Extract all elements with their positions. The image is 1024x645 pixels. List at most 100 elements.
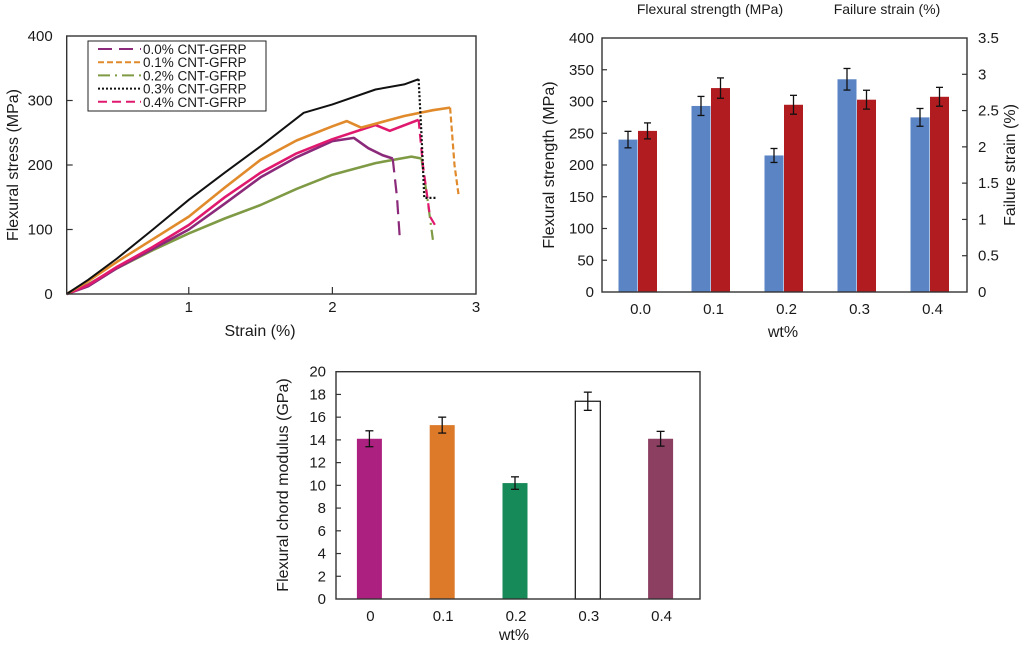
x-tick-label: 0.3: [849, 301, 870, 318]
error-bar: [438, 416, 447, 434]
x-tick-label: 3: [472, 299, 480, 316]
y-tick-label-left: 400: [569, 30, 594, 47]
y-tick-label: 0: [44, 286, 52, 303]
x-tick-label: 0: [366, 608, 374, 625]
series-lines: [66, 78, 460, 296]
axis-ticks: 0 50 100 150 200 250 300 350 400 0 0.5 1 1.5 2 2.5 3 3.5…: [569, 30, 999, 318]
y-tick-label: 20: [309, 364, 326, 381]
error-bar: [863, 89, 870, 110]
bar-strength: [691, 105, 711, 292]
error-bar: [843, 67, 851, 91]
y-tick-label: 10: [309, 477, 326, 494]
bar: [356, 438, 382, 599]
y-axis-label: Flexural chord modulus (GPa): [275, 378, 292, 591]
y-axis-label-left: Flexural strength (MPa): [541, 81, 558, 248]
series-failure-drop: [420, 158, 434, 240]
x-tick-label: 1: [185, 299, 193, 316]
strength-strain-chart: Flexural strength (MPa) Failure strain (…: [541, 1, 1019, 341]
y-tick-label-left: 50: [577, 252, 594, 269]
axis-ticks: 0 2 4 6 8 10 12 14 16 18 20 0 0.1 0.2 0.3 0.4: [309, 364, 672, 625]
x-tick-label: 0.2: [776, 301, 797, 318]
error-bar: [656, 430, 665, 447]
y-tick-label: 100: [28, 222, 53, 239]
legend-label: 0.3% CNT-GFRP: [143, 82, 247, 97]
error-bar: [644, 122, 651, 140]
y-tick-label: 16: [309, 409, 326, 426]
chord-modulus-chart: 0 2 4 6 8 10 12 14 16 18 20 0 0.1 0.2 0.3 0.4 wt% Flexu…: [275, 364, 701, 644]
y-tick-label: 300: [28, 93, 53, 110]
y-tick-label-left: 0: [586, 284, 594, 301]
y-tick-label: 18: [309, 386, 326, 403]
error-bar: [697, 95, 705, 117]
y-tick-label: 12: [309, 455, 326, 472]
y-axis-label-right: Failure strain (%): [1002, 104, 1019, 226]
y-tick-label-right: 1.5: [978, 175, 999, 192]
y-tick-label-left: 200: [569, 157, 594, 174]
x-tick-label: 0.1: [703, 301, 724, 318]
y-tick-label-right: 1: [978, 211, 986, 228]
bar: [502, 483, 528, 599]
bar-strain: [930, 96, 949, 292]
y-tick-label: 400: [28, 28, 53, 45]
bar: [648, 438, 674, 599]
error-bar: [916, 107, 924, 127]
error-bar: [790, 94, 797, 115]
y-tick-label-left: 100: [569, 221, 594, 238]
y-tick-label: 200: [28, 157, 53, 174]
x-tick-label: 0.2: [506, 608, 527, 625]
bars: [618, 67, 949, 293]
x-tick-label: 0.4: [922, 301, 943, 318]
series-line-0-1-cnt-gfrp: [66, 106, 451, 296]
y-tick-label-left: 300: [569, 94, 594, 111]
y-tick-label-right: 0.5: [978, 248, 999, 265]
series-line-0-2-cnt-gfrp: [66, 155, 422, 296]
legend-label: 0.4% CNT-GFRP: [143, 95, 247, 110]
error-bar: [770, 147, 778, 164]
y-tick-label-left: 350: [569, 62, 594, 79]
legend-label: 0.0% CNT-GFRP: [143, 42, 247, 57]
y-tick-label-right: 2.5: [978, 103, 999, 120]
y-tick-label-right: 3: [978, 66, 986, 83]
y-tick-label-right: 0: [978, 284, 986, 301]
bar-strength: [764, 155, 784, 292]
error-bar: [365, 430, 374, 448]
y-tick-label: 8: [318, 500, 326, 517]
y-tick-label: 2: [318, 568, 326, 585]
x-tick-label: 0.4: [651, 608, 672, 625]
x-tick-label: 2: [328, 299, 336, 316]
x-axis-label: Strain (%): [224, 323, 295, 340]
bar-strain: [857, 99, 876, 292]
error-bar: [717, 77, 724, 99]
error-bar: [624, 130, 632, 149]
legend-box: [87, 40, 267, 112]
axis-ticks: 0 100 200 300 400 1 2 3: [28, 28, 481, 316]
y-tick-label-left: 250: [569, 125, 594, 142]
bar: [574, 400, 601, 600]
y-tick-label: 14: [309, 432, 326, 449]
legend-title-strength: Flexural strength (MPa): [637, 1, 783, 17]
series-failure-drop: [391, 158, 401, 240]
series-line-0-4-cnt-gfrp: [66, 118, 420, 296]
y-tick-label-left: 150: [569, 189, 594, 206]
y-tick-label: 4: [318, 546, 326, 563]
error-bar: [511, 476, 519, 490]
y-axis-label: Flexural stress (MPa): [5, 89, 22, 241]
x-tick-label: 0.1: [433, 608, 454, 625]
series-line-0-3-cnt-gfrp: [66, 78, 419, 295]
y-tick-label: 6: [318, 523, 326, 540]
bar-strength: [910, 117, 930, 292]
bars: [356, 391, 674, 600]
legend-label: 0.2% CNT-GFRP: [143, 68, 247, 83]
bar-strain: [711, 88, 730, 293]
bar-strength: [618, 139, 638, 292]
stress-strain-chart: 0 100 200 300 400 1 2 3 Strain (%) Flexural str…: [5, 28, 480, 340]
x-tick-label: 0.0: [630, 301, 651, 318]
x-axis-label: wt%: [767, 324, 798, 341]
bar: [429, 425, 455, 599]
legend-title-strain: Failure strain (%): [834, 1, 941, 17]
legend-label: 0.1% CNT-GFRP: [143, 55, 247, 70]
series-failure-drop: [417, 79, 438, 199]
y-tick-label-right: 3.5: [978, 30, 999, 47]
